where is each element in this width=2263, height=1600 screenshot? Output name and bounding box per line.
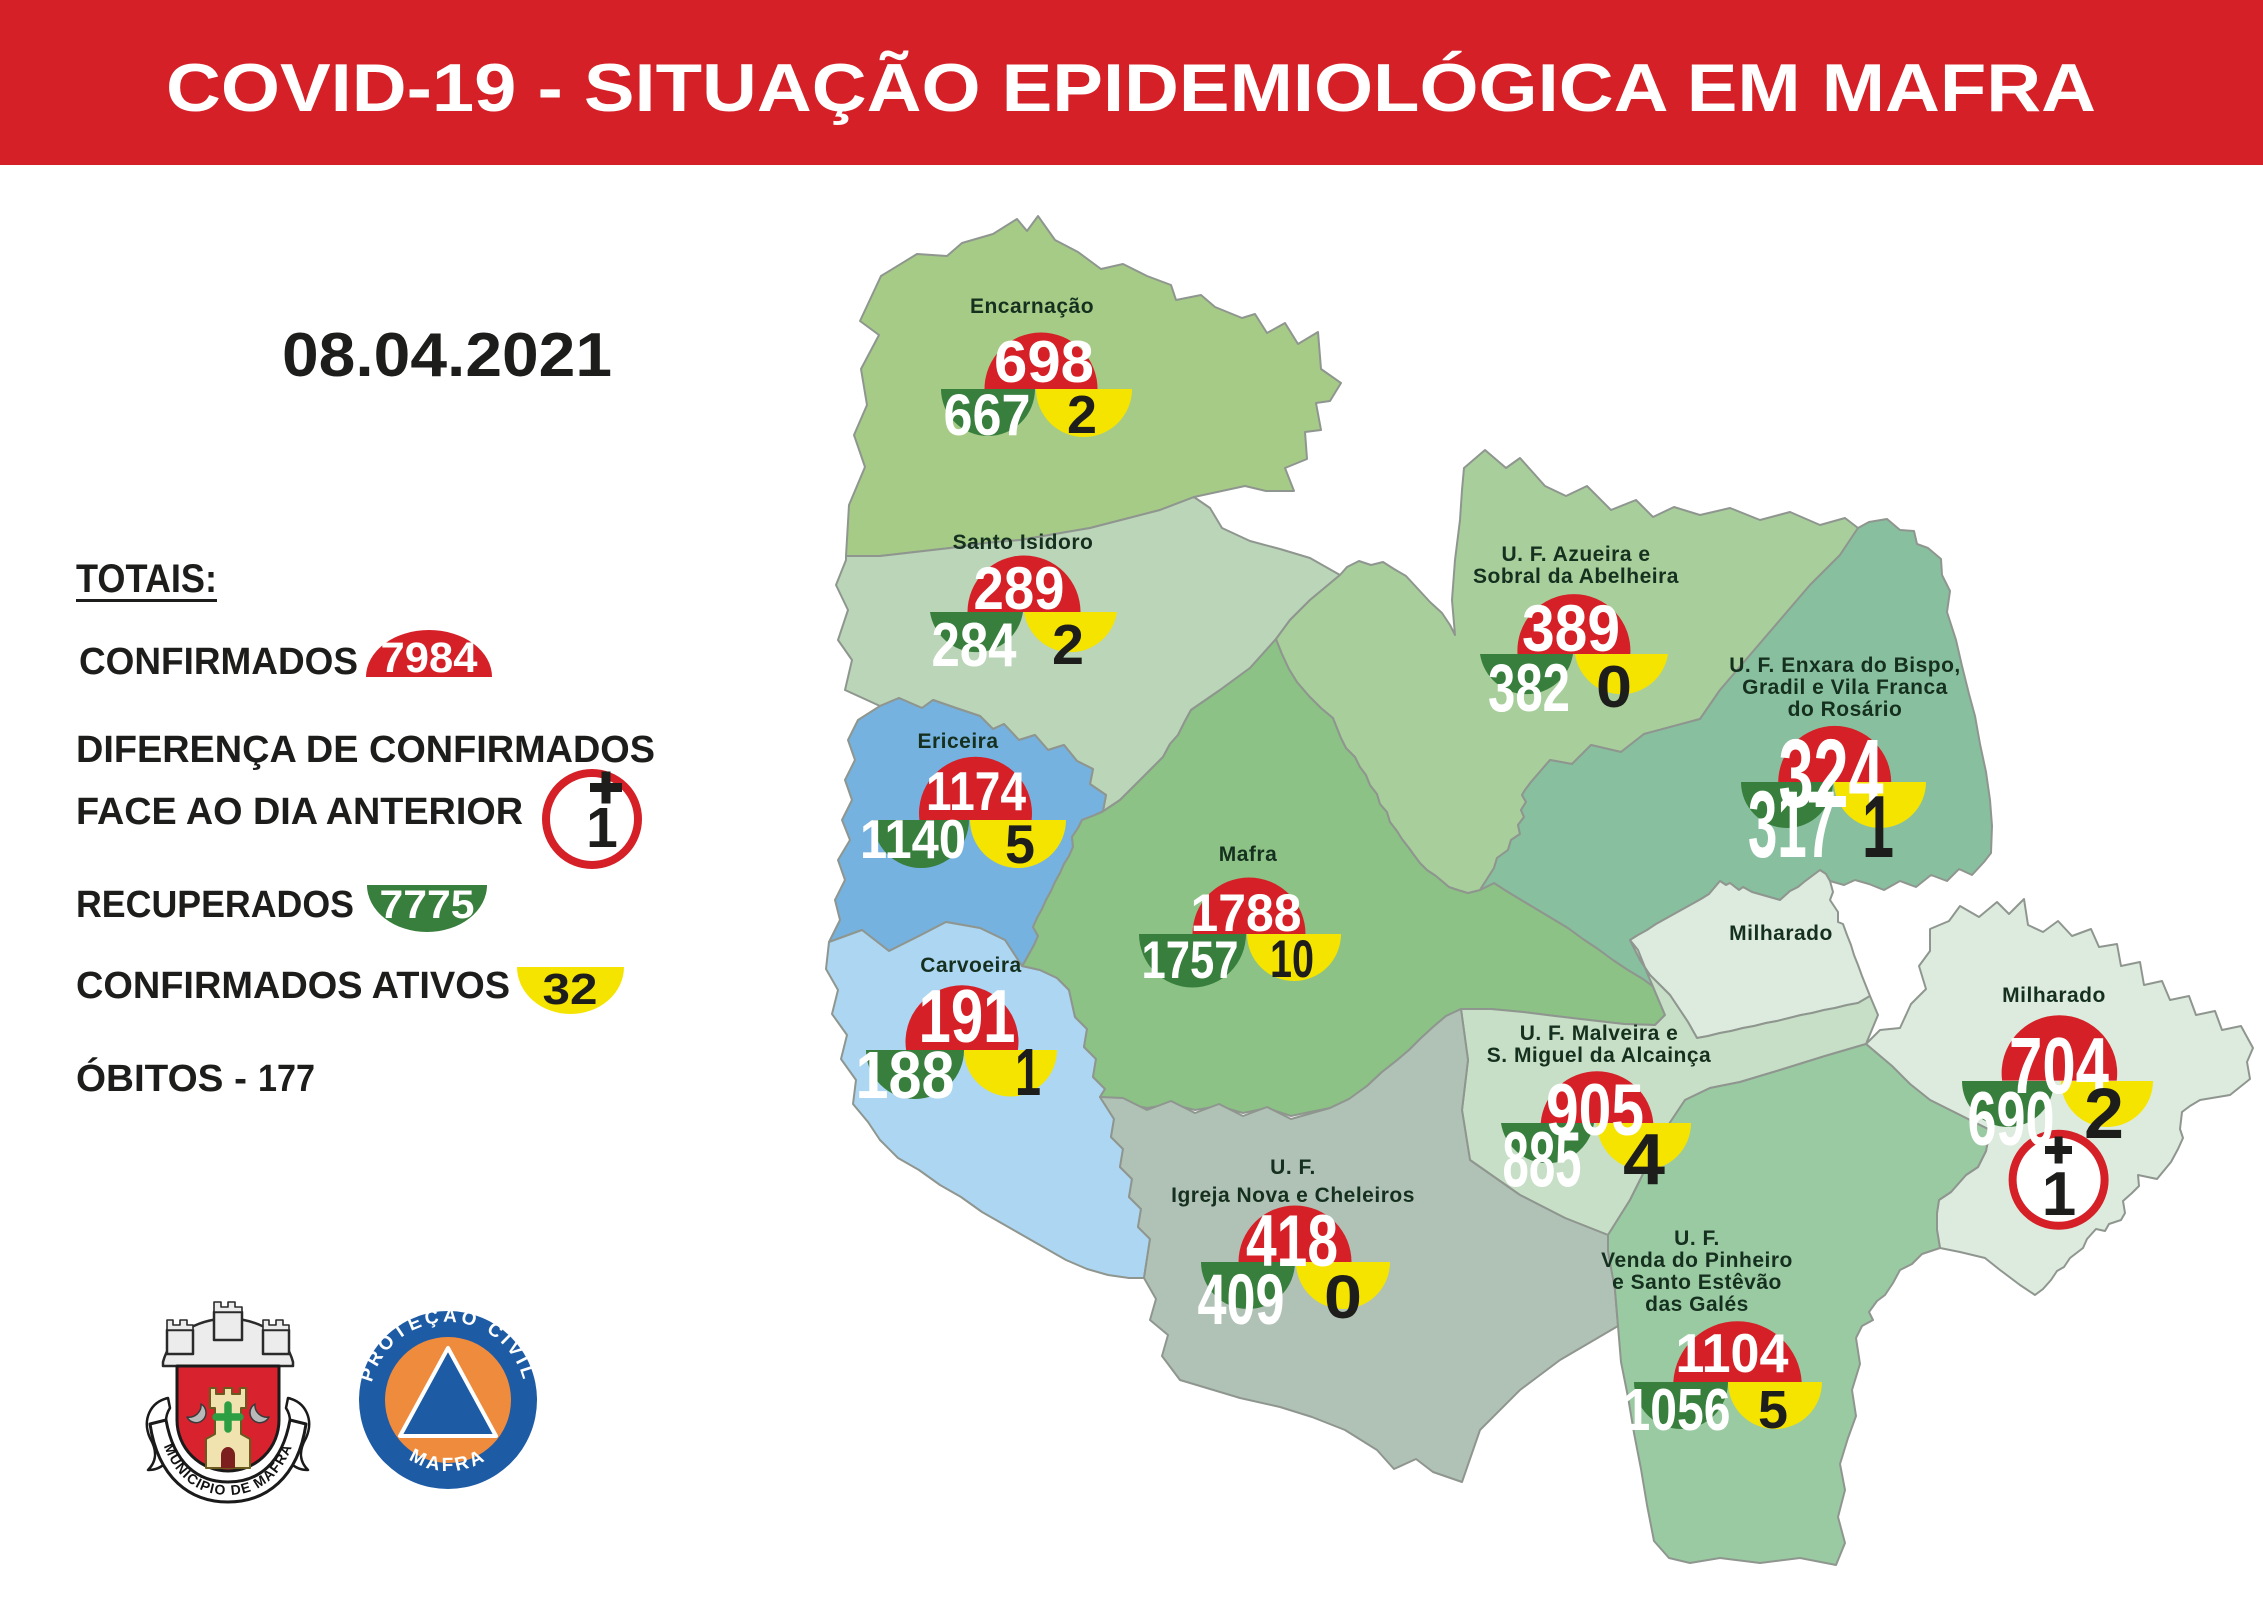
svg-text:1757: 1757 — [1142, 931, 1239, 990]
svg-text:177: 177 — [258, 1058, 315, 1100]
svg-text:4: 4 — [1623, 1120, 1665, 1200]
svg-text:2: 2 — [1067, 385, 1097, 445]
svg-text:667: 667 — [944, 383, 1031, 448]
svg-text:e Santo Estêvão: e Santo Estêvão — [1612, 1271, 1782, 1294]
svg-text:das Galés: das Galés — [1645, 1293, 1749, 1316]
svg-text:284: 284 — [932, 611, 1017, 680]
svg-text:289: 289 — [974, 555, 1065, 622]
svg-text:RECUPERADOS: RECUPERADOS — [76, 884, 354, 926]
svg-text:191: 191 — [919, 974, 1016, 1058]
svg-text:Encarnação: Encarnação — [970, 295, 1094, 318]
svg-text:ÓBITOS -: ÓBITOS - — [76, 1056, 247, 1100]
svg-text:U. F.: U. F. — [1270, 1156, 1316, 1179]
svg-text:U. F. Malveira e: U. F. Malveira e — [1520, 1022, 1679, 1045]
svg-text:1174: 1174 — [926, 760, 1026, 822]
svg-text:CONFIRMADOS ATIVOS: CONFIRMADOS ATIVOS — [76, 965, 510, 1007]
svg-text:885: 885 — [1503, 1115, 1582, 1203]
svg-text:1140: 1140 — [860, 808, 966, 870]
svg-text:DIFERENÇA DE CONFIRMADOS: DIFERENÇA DE CONFIRMADOS — [76, 729, 655, 771]
svg-text:Milharado: Milharado — [1729, 922, 1833, 945]
svg-text:10: 10 — [1270, 930, 1314, 989]
svg-text:COVID-19 - SITUAÇÃO EPIDEMIOLÓ: COVID-19 - SITUAÇÃO EPIDEMIOLÓGICA EM MA… — [166, 50, 2096, 126]
svg-text:5: 5 — [1005, 813, 1035, 875]
svg-text:FACE AO DIA ANTERIOR: FACE AO DIA ANTERIOR — [76, 791, 523, 833]
svg-text:08.04.2021: 08.04.2021 — [282, 321, 612, 390]
svg-text:Gradil e Vila Franca: Gradil e Vila Franca — [1742, 676, 1948, 699]
svg-text:324: 324 — [1779, 719, 1884, 828]
svg-text:382: 382 — [1488, 650, 1570, 726]
svg-text:CONFIRMADOS: CONFIRMADOS — [79, 641, 358, 683]
svg-text:Mafra: Mafra — [1219, 843, 1278, 866]
svg-text:U. F. Enxara do Bispo,: U. F. Enxara do Bispo, — [1729, 654, 1961, 677]
svg-text:690: 690 — [1968, 1077, 2055, 1162]
svg-text:Venda do Pinheiro: Venda do Pinheiro — [1601, 1249, 1793, 1272]
svg-text:7984: 7984 — [381, 634, 478, 682]
svg-text:1788: 1788 — [1191, 884, 1302, 943]
svg-text:2: 2 — [2084, 1075, 2124, 1154]
svg-text:Igreja Nova e Cheleiros: Igreja Nova e Cheleiros — [1171, 1184, 1415, 1207]
svg-text:5: 5 — [1758, 1380, 1788, 1440]
svg-text:188: 188 — [856, 1038, 955, 1113]
svg-text:7775: 7775 — [380, 883, 475, 927]
svg-text:1: 1 — [1015, 1035, 1041, 1110]
svg-text:S. Miguel da Alcainça: S. Miguel da Alcainça — [1487, 1044, 1711, 1067]
svg-text:1: 1 — [586, 796, 618, 860]
svg-text:Ericeira: Ericeira — [917, 730, 998, 753]
svg-text:0: 0 — [1324, 1263, 1362, 1331]
svg-text:1: 1 — [1862, 777, 1894, 876]
svg-text:32: 32 — [543, 965, 598, 1014]
svg-text:698: 698 — [994, 329, 1094, 395]
svg-text:0: 0 — [1596, 654, 1632, 720]
svg-text:389: 389 — [1522, 591, 1620, 665]
svg-text:U. F. Azueira e: U. F. Azueira e — [1501, 543, 1650, 566]
svg-text:317: 317 — [1748, 772, 1836, 878]
svg-text:905: 905 — [1546, 1070, 1644, 1151]
svg-text:U. F.: U. F. — [1674, 1227, 1720, 1250]
svg-text:1056: 1056 — [1624, 1377, 1731, 1443]
svg-text:do Rosário: do Rosário — [1788, 698, 1903, 721]
svg-text:Carvoeira: Carvoeira — [920, 954, 1021, 977]
svg-text:Santo Isidoro: Santo Isidoro — [953, 531, 1094, 554]
svg-text:1: 1 — [2042, 1160, 2076, 1229]
svg-text:409: 409 — [1198, 1261, 1285, 1340]
svg-text:TOTAIS:: TOTAIS: — [76, 557, 217, 601]
svg-text:2: 2 — [1052, 613, 1084, 677]
svg-text:Milharado: Milharado — [2002, 984, 2106, 1007]
svg-text:418: 418 — [1246, 1201, 1338, 1282]
svg-text:704: 704 — [2009, 1021, 2109, 1110]
svg-text:1104: 1104 — [1676, 1322, 1789, 1384]
svg-text:Sobral da Abelheira: Sobral da Abelheira — [1473, 565, 1679, 588]
